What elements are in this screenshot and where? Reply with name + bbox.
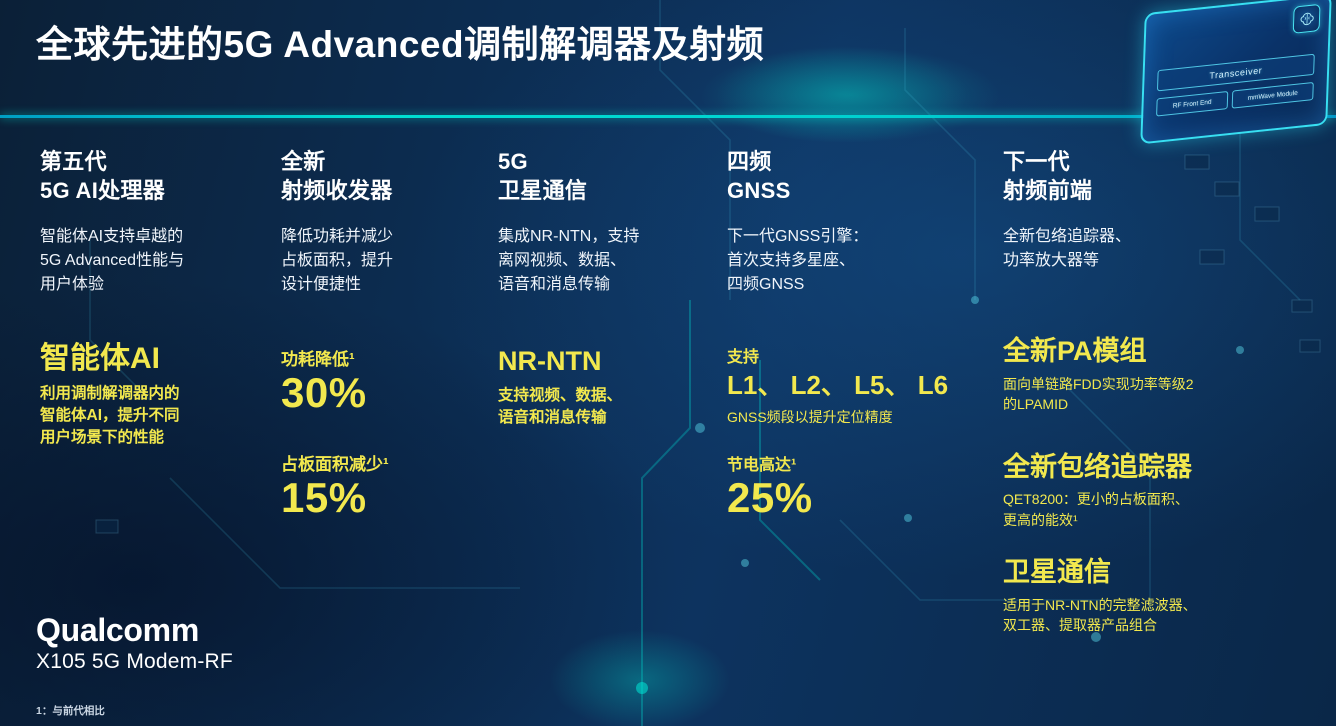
highlight-power-saving: 节电高达¹ 25%	[727, 451, 995, 520]
brand-block: Qualcomm X105 5G Modem-RF	[36, 612, 233, 674]
highlight-note: 支持视频、数据、 语音和消息传输	[498, 386, 623, 426]
column-5g-ai-processor: 第五代 5G AI处理器 智能体AI支持卓越的 5G Advanced性能与 用…	[40, 148, 268, 448]
column-quad-band-gnss: 四频 GNSS 下一代GNSS引擎： 首次支持多星座、 四频GNSS 支持 L1…	[727, 148, 995, 520]
column-body: 集成NR-NTN，支持 离网视频、数据、 语音和消息传输	[498, 228, 640, 294]
column-heading: 全新 射频收发器	[281, 149, 393, 203]
column-next-gen-rf-front-end: 下一代 射频前端 全新包络追踪器、 功率放大器等 全新PA模组 面向单链路FDD…	[1003, 148, 1308, 635]
highlight-big-text: 全新PA模组	[1003, 336, 1147, 367]
column-heading: 四频 GNSS	[727, 149, 791, 203]
highlight-board-area-reduction: 占板面积减少¹ 15%	[281, 450, 487, 520]
highlight-agentic-ai: 智能体AI 利用调制解调器内的 智能体AI，提升不同 用户场景下的性能	[40, 341, 268, 448]
highlight-big-text: NR-NTN	[498, 346, 602, 377]
qualcomm-logo: Qualcomm	[36, 612, 199, 648]
column-body: 智能体AI支持卓越的 5G Advanced性能与 用户体验	[40, 228, 185, 294]
highlight-percentage: 25%	[727, 473, 813, 521]
highlight-big-text: L1、 L2、 L5、 L6	[727, 370, 949, 401]
column-heading: 下一代 射频前端	[1003, 149, 1093, 203]
highlight-big-text: 智能体AI	[40, 342, 160, 376]
highlight-satellite: 卫星通信 适用于NR-NTN的完整滤波器、 双工器、提取器产品组合	[1003, 556, 1308, 635]
highlight-label: 支持	[727, 349, 760, 367]
highlight-percentage: 30%	[281, 369, 367, 417]
chip-label-mmwave-module: mmWave Module	[1231, 81, 1314, 109]
column-body: 降低功耗并减少 占板面积，提升 设计便捷性	[281, 228, 394, 294]
ai-brain-icon	[1292, 3, 1321, 34]
column-body: 全新包络追踪器、 功率放大器等	[1003, 228, 1132, 270]
highlight-note: GNSS频段以提升定位精度	[727, 408, 893, 425]
chip-label-rf-front-end: RF Front End	[1156, 90, 1229, 117]
modem-rf-chip-illustration: Transceiver RF Front End mmWave Module	[1140, 0, 1332, 145]
highlight-power-reduction: 功耗降低¹ 30%	[281, 345, 487, 415]
highlight-label: 节电高达¹	[727, 456, 797, 474]
footnote: 1：与前代相比	[36, 705, 105, 717]
column-5g-satellite: 5G 卫星通信 集成NR-NTN，支持 离网视频、数据、 语音和消息传输 NR-…	[498, 148, 716, 428]
column-body: 下一代GNSS引擎： 首次支持多星座、 四频GNSS	[727, 228, 869, 294]
highlight-envelope-tracker: 全新包络追踪器 QET8200：更小的占板面积、 更高的能效¹	[1003, 451, 1308, 530]
highlight-big-text: 卫星通信	[1003, 556, 1111, 587]
product-name: X105 5G Modem-RF	[36, 650, 233, 673]
highlight-note: QET8200：更小的占板面积、 更高的能效¹	[1003, 491, 1189, 528]
column-heading: 5G 卫星通信	[498, 149, 588, 203]
highlight-label: 功耗降低¹	[281, 350, 355, 370]
highlight-note: 利用调制解调器内的 智能体AI，提升不同 用户场景下的性能	[40, 385, 180, 446]
highlight-percentage: 15%	[281, 473, 367, 521]
title-divider-line	[0, 115, 1336, 118]
highlight-note: 面向单链路FDD实现功率等级2 的LPAMID	[1003, 375, 1194, 413]
highlight-nr-ntn: NR-NTN 支持视频、数据、 语音和消息传输	[498, 345, 716, 428]
highlight-pa-module: 全新PA模组 面向单链路FDD实现功率等级2 的LPAMID	[1003, 335, 1308, 414]
highlight-gnss-bands: 支持 L1、 L2、 L5、 L6 GNSS频段以提升定位精度	[727, 343, 995, 427]
highlight-big-text: 全新包络追踪器	[1003, 451, 1192, 482]
page-title: 全球先进的5G Advanced调制解调器及射频	[36, 24, 765, 65]
highlight-note: 适用于NR-NTN的完整滤波器、 双工器、提取器产品组合	[1003, 596, 1197, 633]
highlight-label: 占板面积减少¹	[281, 454, 389, 474]
column-heading: 第五代 5G AI处理器	[40, 149, 166, 203]
column-rf-transceiver: 全新 射频收发器 降低功耗并减少 占板面积，提升 设计便捷性 功耗降低¹ 30%…	[281, 148, 487, 520]
